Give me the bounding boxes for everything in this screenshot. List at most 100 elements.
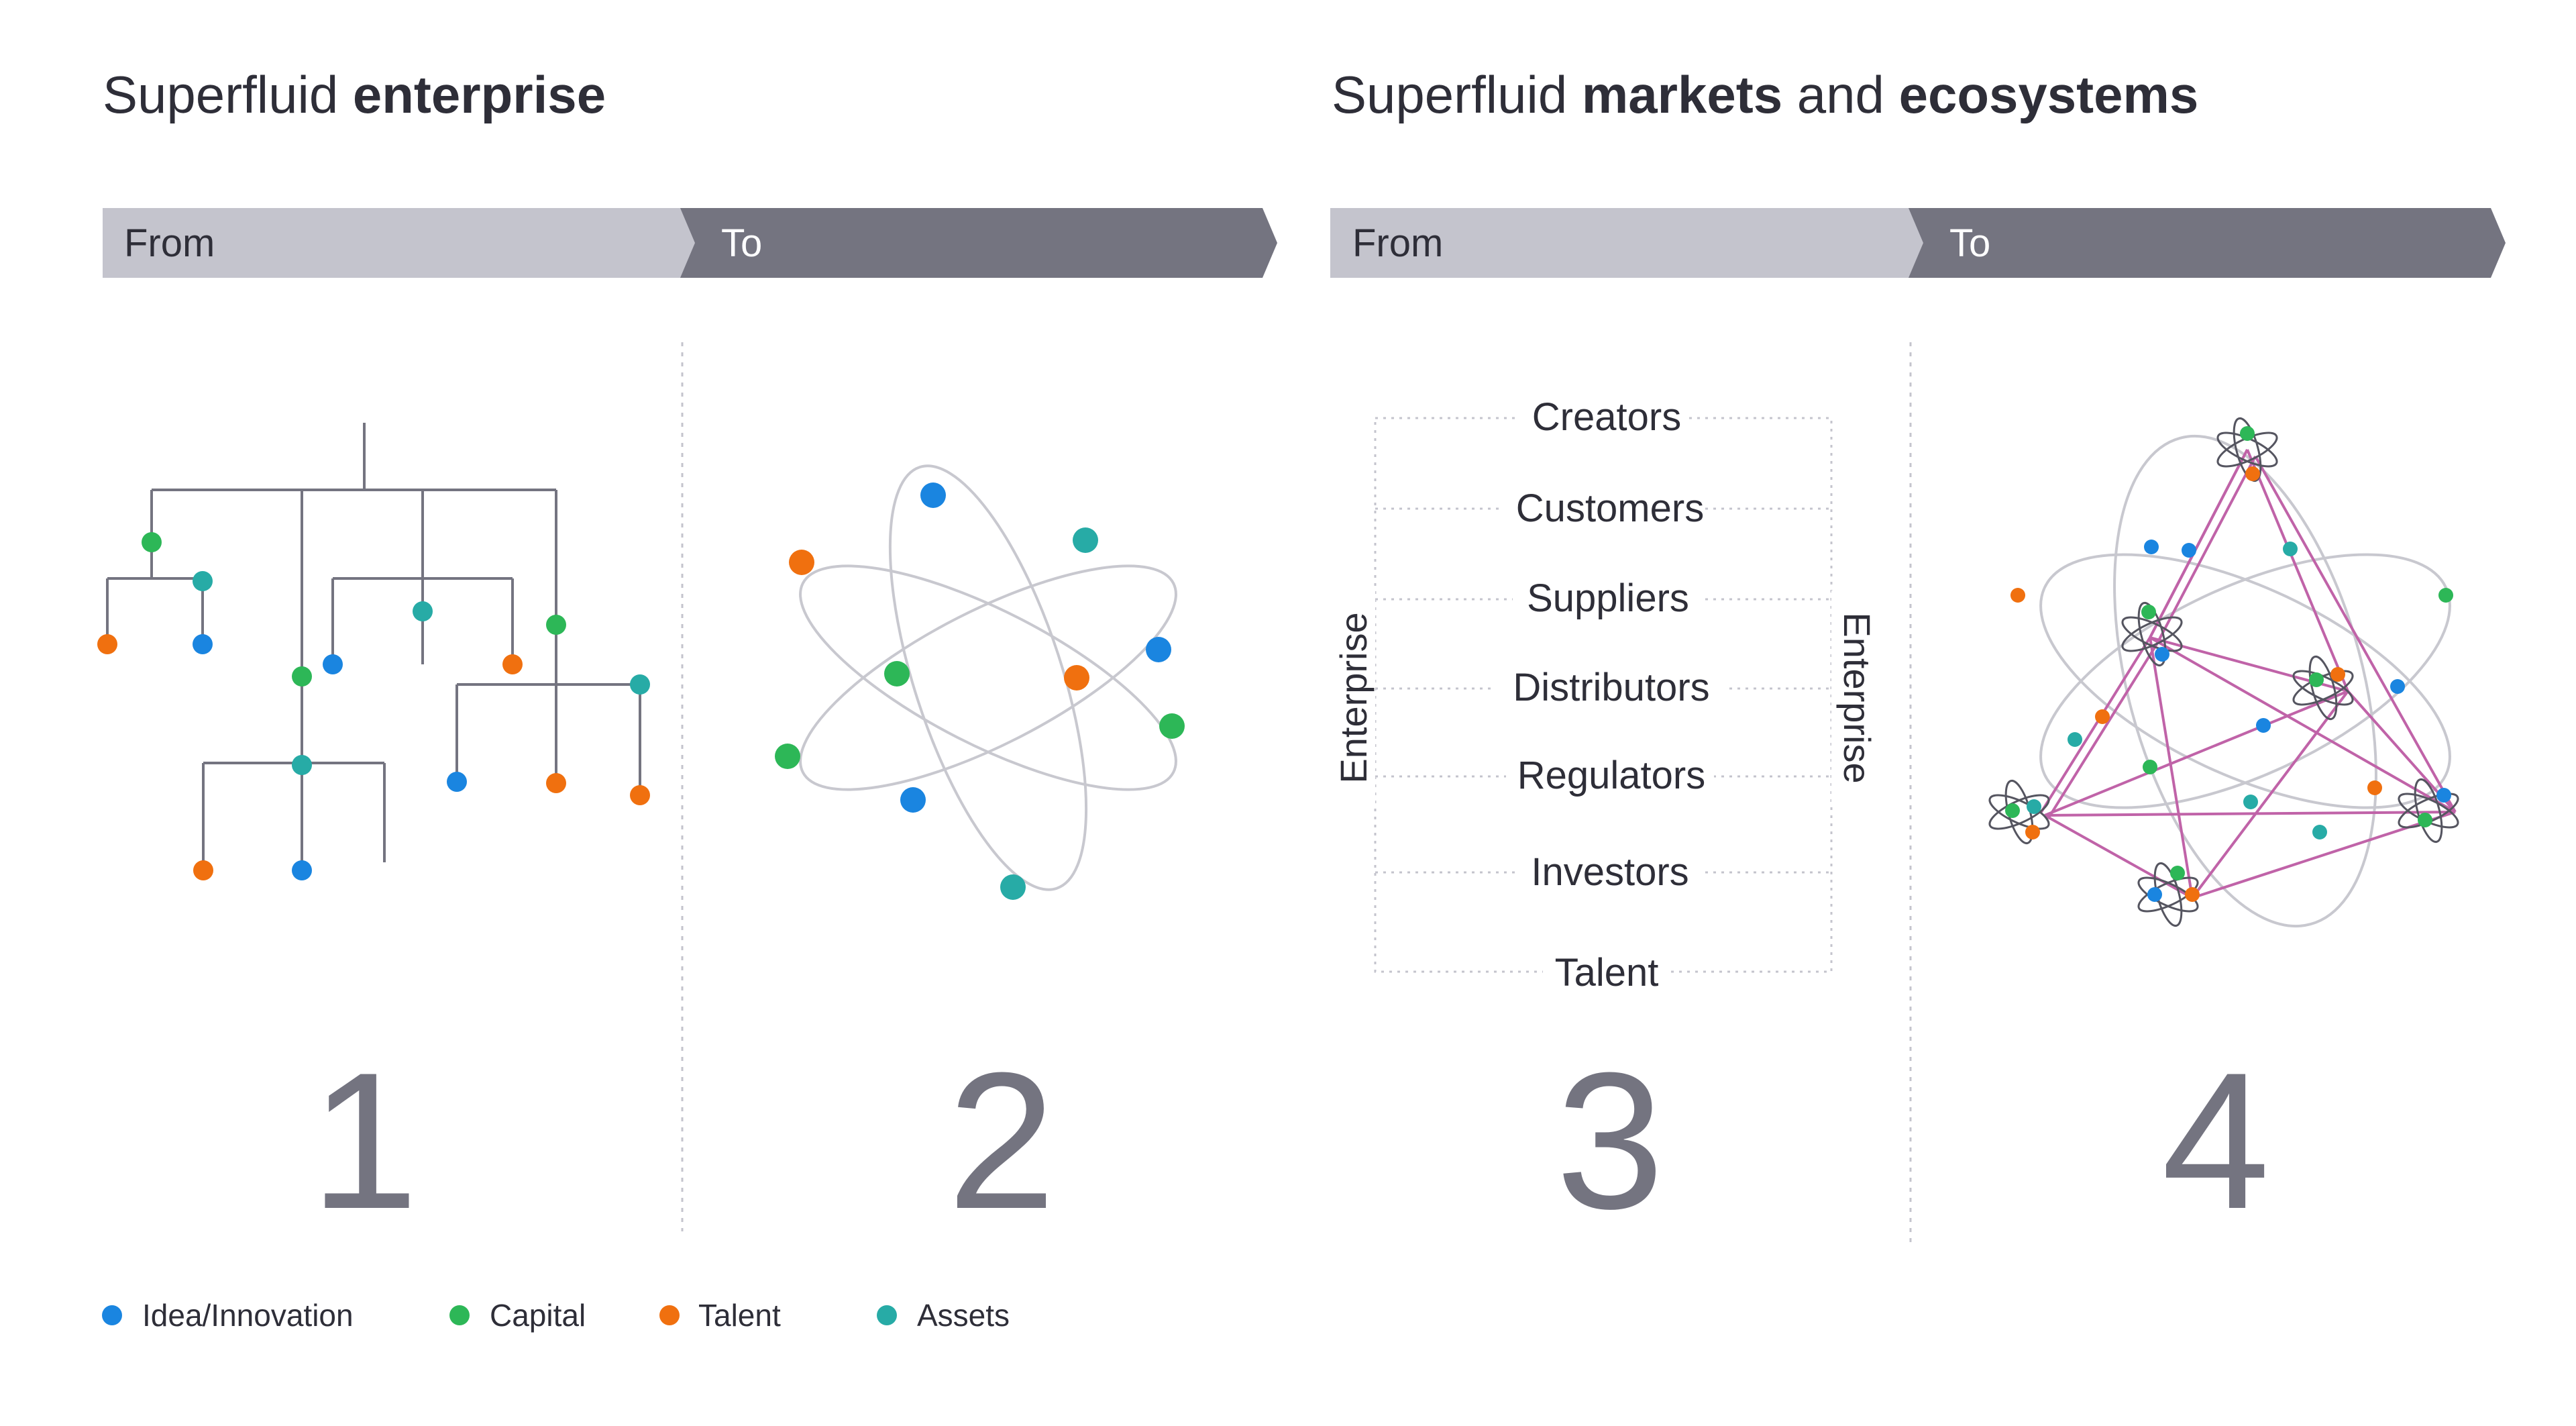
- band-enterprise: From To: [103, 208, 1277, 278]
- node-assets: [2027, 799, 2041, 814]
- mini-atom: [2292, 655, 2354, 721]
- node-idea: [2155, 647, 2169, 662]
- band-to-label: To: [721, 221, 762, 265]
- node-talent: [2095, 709, 2110, 724]
- band-from-label: From: [124, 221, 215, 265]
- node-capital: [2143, 760, 2157, 774]
- node-talent: [2025, 825, 2040, 839]
- node-idea: [2436, 788, 2451, 803]
- panel-2-nodes: [775, 482, 1185, 900]
- panel-4-big-orbits: [2039, 434, 2451, 928]
- node-talent: [546, 773, 566, 793]
- section-title-markets: Superfluid markets and ecosystems: [1332, 65, 2198, 124]
- legend-label-assets: Assets: [917, 1298, 1010, 1333]
- node-assets: [413, 601, 433, 621]
- mini-atom: [2137, 862, 2200, 927]
- stakeholder-customers: Customers: [1516, 487, 1704, 530]
- node-idea: [2182, 543, 2196, 558]
- enterprise-label-left: Enterprise: [1332, 612, 1375, 783]
- node-capital: [2418, 813, 2432, 827]
- band-to-label: To: [1949, 221, 1990, 265]
- stakeholder-regulators: Regulators: [1517, 754, 1705, 797]
- mini-atom: [2398, 778, 2459, 844]
- node-talent: [502, 654, 523, 674]
- panel-2-atom: [799, 464, 1177, 891]
- atom-orbits: [799, 464, 1177, 891]
- enterprise-side-labels: Enterprise Enterprise: [1322, 591, 1885, 805]
- legend-label-capital: Capital: [490, 1298, 586, 1333]
- stakeholder-labels: Creators Customers Suppliers Distributor…: [1493, 389, 1724, 1000]
- stakeholder-suppliers: Suppliers: [1527, 576, 1689, 620]
- node-idea: [2390, 679, 2405, 694]
- node-assets: [2243, 795, 2258, 809]
- node-idea: [2256, 718, 2271, 733]
- node-idea: [292, 860, 312, 880]
- panel-number-2: 2: [947, 1032, 1055, 1250]
- node-assets: [193, 571, 213, 591]
- panel-4-links: [2040, 449, 2457, 899]
- node-assets: [2283, 542, 2298, 556]
- band-to-shape: [1909, 208, 2506, 278]
- panel-number-1: 1: [310, 1032, 418, 1250]
- node-capital: [546, 615, 566, 635]
- node-talent: [2367, 780, 2382, 795]
- node-talent: [2010, 588, 2025, 603]
- node-talent: [2185, 887, 2200, 902]
- node-capital: [142, 532, 162, 552]
- node-capital: [2005, 803, 2020, 818]
- mini-atom: [1988, 779, 2050, 845]
- node-idea: [920, 482, 946, 508]
- mini-atom: [2216, 417, 2278, 482]
- legend-dot-idea: [102, 1305, 122, 1325]
- mini-atom: [2121, 601, 2183, 667]
- node-talent: [2330, 667, 2345, 682]
- band-from-label: From: [1352, 221, 1443, 265]
- node-capital: [2309, 672, 2324, 687]
- panel-4-small-nodes: [2010, 540, 2453, 839]
- node-assets: [2312, 825, 2327, 839]
- band-markets: From To: [1330, 208, 2506, 278]
- section-title-enterprise: Superfluid enterprise: [103, 65, 606, 124]
- node-talent: [97, 634, 117, 654]
- legend-label-talent: Talent: [698, 1298, 781, 1333]
- stakeholder-talent: Talent: [1555, 951, 1659, 995]
- node-idea: [323, 654, 343, 674]
- legend-dot-capital: [449, 1305, 470, 1325]
- node-idea: [1146, 637, 1171, 662]
- node-idea: [2147, 887, 2162, 902]
- node-capital: [1159, 713, 1185, 739]
- band-from-shape: [103, 208, 699, 278]
- node-capital: [2141, 605, 2156, 619]
- legend-dot-assets: [877, 1305, 897, 1325]
- enterprise-label-right: Enterprise: [1836, 612, 1878, 783]
- panel-1-nodes: [97, 532, 650, 880]
- node-talent: [630, 785, 650, 805]
- node-idea: [2144, 540, 2159, 554]
- node-idea: [447, 772, 467, 792]
- node-idea: [900, 787, 926, 813]
- node-assets: [1073, 527, 1098, 553]
- legend-label-idea: Idea/Innovation: [142, 1298, 354, 1333]
- node-capital: [2240, 426, 2255, 441]
- node-assets: [630, 674, 650, 695]
- node-talent: [2245, 466, 2260, 481]
- node-talent: [1064, 665, 1089, 691]
- legend: Idea/Innovation Capital Talent Assets: [102, 1298, 1010, 1333]
- band-to-shape: [680, 208, 1277, 278]
- panel-number-4: 4: [2161, 1032, 2269, 1250]
- node-capital: [2170, 866, 2185, 880]
- node-assets: [2068, 732, 2082, 747]
- node-capital: [884, 661, 910, 686]
- node-capital: [2438, 588, 2453, 603]
- band-from-shape: [1330, 208, 1927, 278]
- node-capital: [775, 744, 800, 769]
- node-capital: [292, 666, 312, 686]
- node-assets: [292, 755, 312, 775]
- node-talent: [789, 550, 814, 575]
- stakeholder-investors: Investors: [1531, 850, 1688, 894]
- legend-dot-talent: [659, 1305, 680, 1325]
- stakeholder-distributors: Distributors: [1513, 666, 1709, 709]
- stakeholder-creators: Creators: [1532, 395, 1681, 439]
- node-idea: [193, 634, 213, 654]
